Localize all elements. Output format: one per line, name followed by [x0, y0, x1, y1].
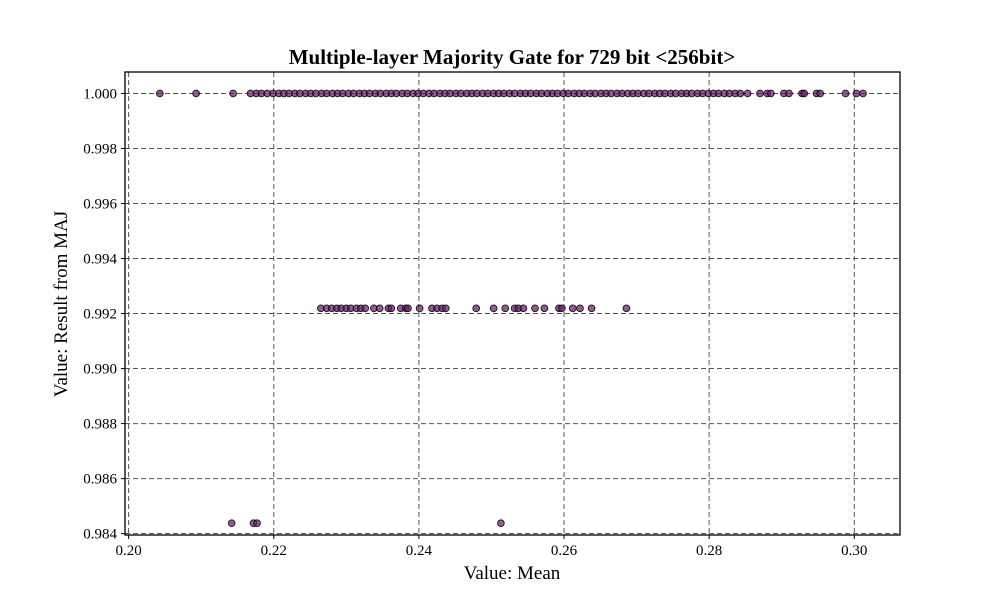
grid-layer [125, 72, 900, 535]
scatter-point [404, 304, 412, 313]
scatter-point [736, 89, 745, 98]
scatter-point [501, 304, 510, 313]
scatter-point [841, 89, 850, 98]
y-tick-label: 1.000 [83, 86, 117, 102]
scatter-point [785, 89, 793, 98]
scatter-point [227, 519, 236, 528]
scatter-point [472, 304, 481, 313]
scatter-point [497, 519, 505, 528]
scatter-point [766, 89, 775, 98]
scatter-point [155, 89, 164, 98]
scatter-point [540, 304, 549, 313]
y-tick-label: 0.994 [83, 252, 117, 268]
scatter-point [387, 304, 396, 313]
x-tick-label: 0.24 [406, 543, 433, 559]
scatter-point [852, 89, 861, 98]
scatter-point [531, 304, 539, 313]
scatter-point [756, 89, 764, 98]
plot-frame [124, 71, 901, 536]
y-tick-label: 0.998 [83, 141, 117, 157]
x-tick-label: 0.22 [261, 543, 287, 559]
scatter-point [816, 89, 825, 98]
scatter-point [253, 519, 261, 528]
scatter-point [743, 89, 752, 98]
x-tick-label: 0.20 [116, 543, 142, 559]
scatter-point [229, 89, 237, 98]
scatter-point [800, 89, 809, 98]
scatter-point [557, 304, 566, 313]
x-axis-label: Value: Mean [464, 563, 561, 584]
scatter-point [375, 304, 384, 313]
scatter-point [415, 304, 424, 313]
y-tick-label: 0.988 [83, 417, 117, 433]
scatter-point [622, 304, 631, 313]
y-tick-label: 0.992 [83, 307, 117, 323]
scatter-point [489, 304, 498, 313]
scatter-point [587, 304, 596, 313]
points-layer [155, 89, 867, 528]
x-tick-label: 0.28 [696, 543, 722, 559]
y-tick-label: 0.984 [83, 527, 117, 543]
scatter-point [441, 304, 450, 313]
y-tick-label: 0.996 [83, 196, 117, 212]
ticks-layer: 0.20 0.22 0.24 0.26 0.28 0.30 0.984 0.986 0.988 0… [83, 86, 867, 559]
y-tick-label: 0.990 [83, 362, 117, 378]
scatter-point [568, 304, 577, 313]
scatter-point [859, 89, 867, 98]
chart-title: Multiple-layer Majority Gate for 729 bit… [289, 45, 736, 69]
scatter-point [519, 304, 528, 313]
y-tick-label: 0.986 [83, 472, 117, 488]
scatter-point [361, 304, 370, 313]
y-axis-label: Value: Result from MAJ [51, 211, 72, 397]
x-tick-label: 0.26 [551, 543, 578, 559]
scatter-point [192, 89, 200, 98]
scatter-point [576, 304, 584, 313]
x-tick-label: 0.30 [841, 543, 867, 559]
